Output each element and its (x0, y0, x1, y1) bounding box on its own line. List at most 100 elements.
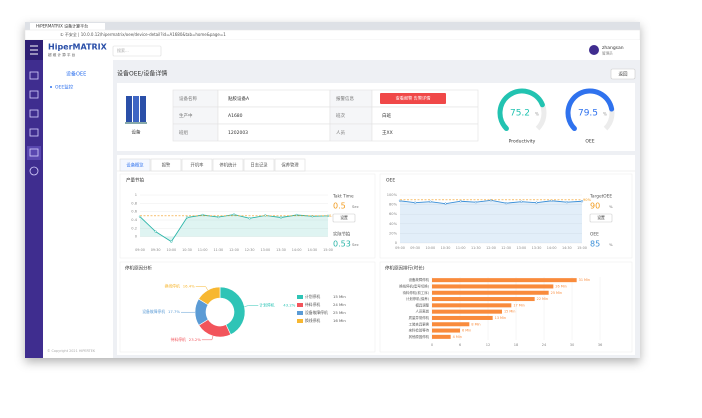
area (140, 214, 328, 242)
point (414, 201, 417, 204)
value-label: 8 Min (471, 322, 480, 326)
slice-name: 计划停机 (259, 303, 274, 308)
alarm-button[interactable] (380, 93, 446, 104)
legend-swatch (297, 303, 303, 307)
table-text: 白班 (382, 112, 391, 119)
bar (432, 322, 470, 327)
tab[interactable] (150, 158, 182, 172)
x-tick-label: 14:30 (562, 246, 572, 250)
logo: HiperMATRIX (48, 43, 108, 52)
menu-item[interactable]: OEE监控 (55, 84, 74, 91)
x-tick-label: 10:00 (166, 248, 176, 252)
y-tick-label: 1 (135, 193, 137, 197)
legend-minutes: 16 (333, 318, 338, 323)
x-tick-label: 09:30 (151, 248, 161, 252)
point (429, 200, 432, 203)
legend-label: 计划停机 (305, 294, 320, 299)
chart-title: 产量节拍 (126, 177, 144, 184)
kpi-label: Takt Time (332, 194, 354, 200)
table-text: A1680 (228, 113, 243, 119)
x-tick-label: 11:00 (198, 248, 208, 252)
legend-unit: Min (339, 310, 346, 315)
user-name: zhangsan (602, 45, 624, 51)
table-text: 王XX (382, 130, 393, 136)
point (474, 201, 477, 204)
kpi-value: 0.53 (333, 240, 351, 249)
y-tick-label: 待料停机(前工序) (403, 290, 430, 295)
search[interactable] (112, 45, 162, 57)
device-image (125, 96, 147, 124)
x-tick-label: 10:30 (441, 246, 451, 250)
value-label: 4 Min (453, 335, 462, 339)
table-text: 班组 (179, 129, 188, 136)
x-tick-label: 12:00 (229, 248, 239, 252)
kpi-unit: % (609, 242, 613, 247)
tab[interactable] (119, 158, 151, 172)
search-placeholder: 搜索... (117, 47, 129, 53)
tab-label: 设备概览 (126, 162, 144, 169)
x-tick-label: 13:00 (516, 246, 526, 250)
y-tick-label: 质量异常停机 (409, 315, 430, 320)
legend-unit: Min (339, 294, 346, 299)
x-tick-label: 24 (542, 343, 547, 347)
value-label: 26 Min (555, 284, 566, 288)
copyright: © Copyright 2021 HIPERTEK (47, 349, 96, 353)
back-label: 返回 (619, 71, 628, 78)
y-tick-label: 工装夹具更换 (409, 321, 430, 326)
y-tick-label: 人员离岗 (415, 309, 429, 314)
bar (432, 278, 577, 283)
x-tick-label: 36 (598, 343, 603, 347)
kpi-value: 0.5 (333, 202, 346, 211)
x-tick-label: 15:00 (323, 248, 333, 252)
tab[interactable] (243, 158, 275, 172)
gauge-value: 75.2 (510, 109, 530, 119)
x-tick-label: 11:30 (213, 248, 223, 252)
x-tick-label: 09:00 (395, 246, 405, 250)
alarm-label: 查看报警 告警详情 (396, 95, 431, 102)
tab-label: 停机统计 (219, 162, 237, 169)
slice-label: 43.2% (283, 303, 295, 308)
x-tick-label: 12:30 (245, 248, 255, 252)
app-header (25, 40, 640, 60)
value-label: 15 Min (504, 310, 515, 314)
avatar[interactable] (589, 45, 599, 55)
set-button[interactable] (589, 213, 613, 223)
tab[interactable] (181, 158, 213, 172)
tab-label: 报警 (162, 162, 171, 169)
leader (195, 286, 208, 291)
x-tick-label: 6 (459, 343, 462, 347)
value-label: 17 Min (513, 303, 524, 307)
bar (432, 315, 493, 320)
tab[interactable] (30, 23, 105, 30)
point (201, 213, 204, 217)
tab[interactable] (274, 158, 306, 172)
table-text: 1202003 (228, 130, 248, 136)
value-label: 22 Min (537, 297, 548, 301)
point (248, 217, 251, 220)
kpi-unit: Sec (352, 204, 359, 209)
breadcrumb: 设备OEE/设备详情 (117, 70, 167, 78)
back-button[interactable] (610, 68, 636, 80)
slice-name: 换线停机 (165, 284, 180, 289)
slice-name: 待料停机 (171, 337, 186, 342)
kpi-label: TargetOEE (589, 194, 612, 200)
point (444, 202, 447, 205)
x-tick-label: 12:30 (501, 246, 511, 250)
set-button[interactable] (332, 213, 356, 223)
y-tick-label: 来料检验等待 (409, 328, 430, 333)
url: ① 不安全 | 10.0.0.12/hipermatrix/oee/device… (60, 31, 226, 37)
side-icons (27, 71, 41, 176)
x-tick-label: 13:30 (532, 246, 542, 250)
bar (432, 334, 451, 339)
tab[interactable] (212, 158, 244, 172)
x-tick-label: 30 (570, 343, 575, 347)
menu-item[interactable]: 设备OEE (66, 71, 86, 78)
y-tick-label: 0.2 (131, 226, 137, 230)
table-text: 人员 (336, 130, 345, 136)
x-tick-label: 13:30 (276, 248, 286, 252)
x-tick-label: 0 (431, 343, 434, 347)
sidebar (25, 40, 43, 358)
x-tick-label: 09:30 (410, 246, 420, 250)
device-image-label: 设备 (132, 129, 141, 136)
bar (432, 297, 535, 302)
